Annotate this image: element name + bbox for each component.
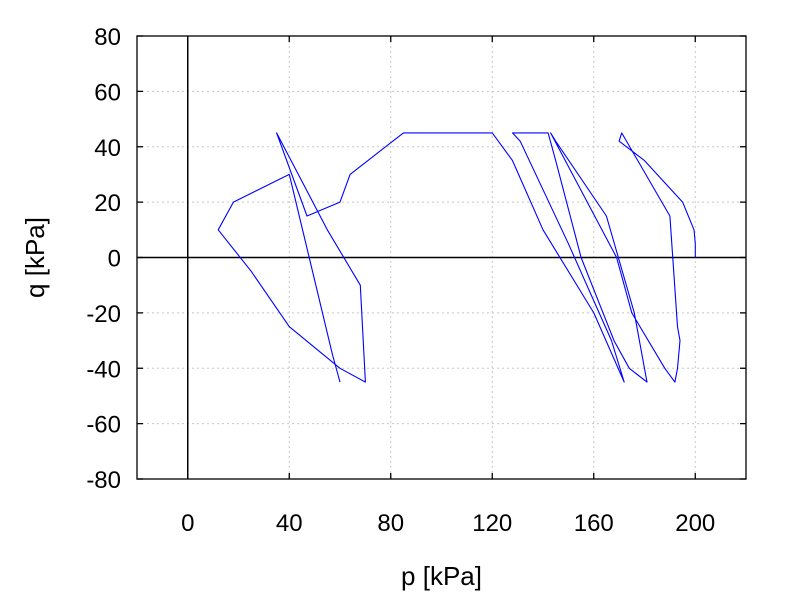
x-tick-labels: 0 40 80 120 160 200 bbox=[181, 510, 715, 537]
y-tick-label: 20 bbox=[94, 190, 121, 217]
y-tick-label: -40 bbox=[86, 356, 121, 383]
y-tick-label: -20 bbox=[86, 301, 121, 328]
x-tick-label: 0 bbox=[181, 510, 194, 537]
x-axis-title: p [kPa] bbox=[401, 561, 482, 591]
zero-axis-lines bbox=[137, 36, 746, 479]
data-series-layer bbox=[217, 132, 696, 383]
tick-marks bbox=[137, 35, 746, 480]
x-tick-label: 120 bbox=[472, 510, 512, 537]
x-tick-label: 160 bbox=[574, 510, 614, 537]
y-tick-label: -80 bbox=[86, 467, 121, 494]
y-tick-label: 40 bbox=[94, 135, 121, 162]
x-tick-label: 80 bbox=[377, 510, 404, 537]
y-tick-label: -60 bbox=[86, 412, 121, 439]
y-tick-labels: -80 -60 -40 -20 0 20 40 60 80 bbox=[86, 24, 121, 494]
series-line bbox=[217, 132, 696, 383]
y-tick-label: 60 bbox=[94, 79, 121, 106]
y-tick-label: 0 bbox=[108, 246, 121, 273]
y-tick-label: 80 bbox=[94, 24, 121, 51]
y-axis-title: q [kPa] bbox=[20, 217, 50, 298]
x-tick-label: 200 bbox=[675, 510, 715, 537]
x-tick-label: 40 bbox=[276, 510, 303, 537]
